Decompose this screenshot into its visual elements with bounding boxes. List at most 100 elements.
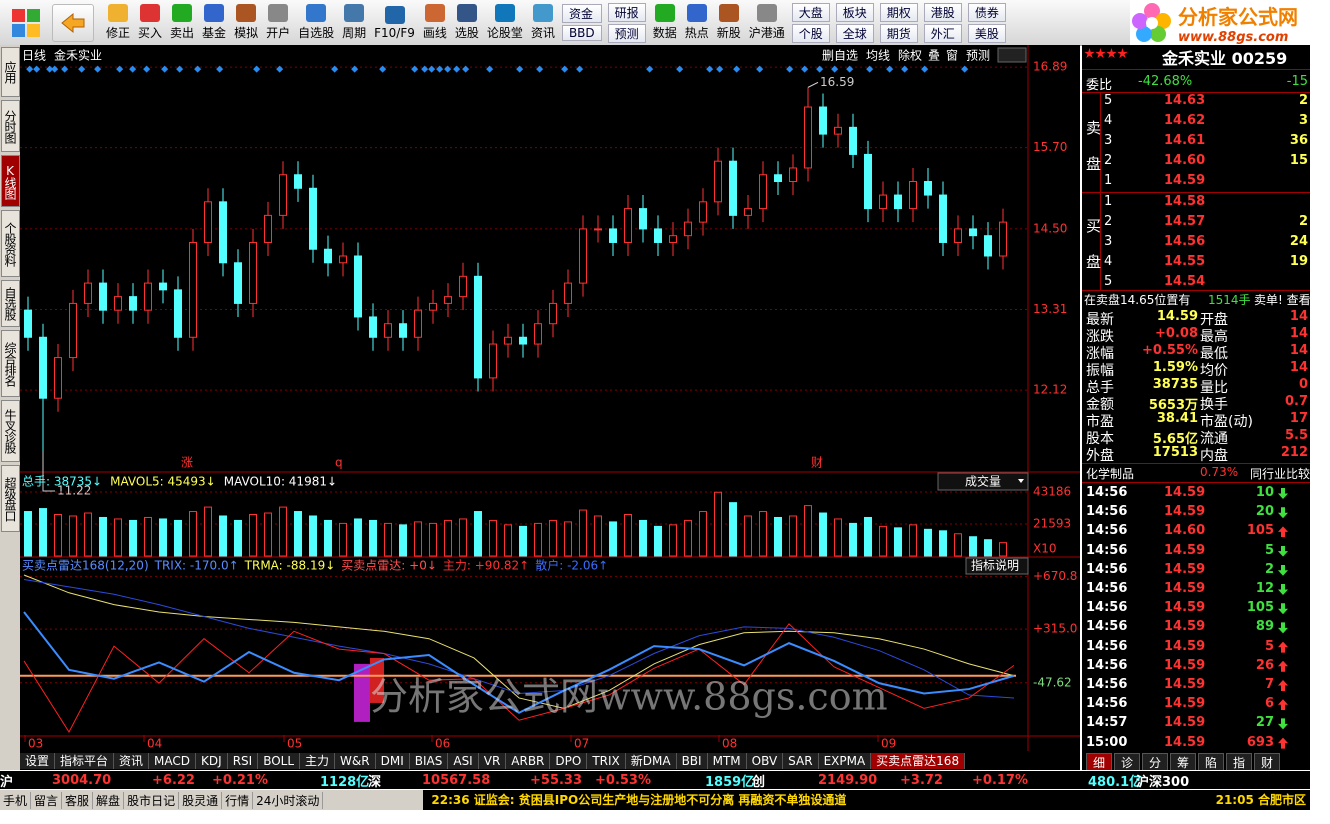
indicator-tab[interactable]: MTM [707, 753, 747, 769]
toolbar-button-bottom[interactable]: 外汇 [923, 23, 962, 43]
indicator-tab[interactable]: ASI [448, 753, 479, 769]
candle-body [399, 323, 407, 338]
indicator-tab[interactable]: 买卖点雷达168 [871, 753, 966, 769]
toolbar-button[interactable]: F10/F9 [370, 1, 419, 45]
side-tab[interactable]: 自选股 [1, 280, 20, 327]
tick-price: 14.59 [1164, 734, 1206, 750]
toolbar-button-top[interactable]: 期权 [879, 2, 918, 22]
stat-label: 涨幅 [1086, 346, 1114, 362]
stat-value: 0 [1298, 377, 1308, 392]
quote-tab[interactable]: 指 [1226, 753, 1252, 770]
indicator-tab[interactable]: BOLL [258, 753, 301, 769]
side-tab[interactable]: 牛叉诊股 [1, 400, 20, 462]
quote-tab[interactable]: 细 [1086, 753, 1112, 770]
app-icon[interactable] [6, 3, 46, 43]
news-link[interactable]: 行情 [222, 791, 254, 809]
indicator-tab[interactable]: W&R [335, 753, 376, 769]
quote-tab[interactable]: 陷 [1198, 753, 1224, 770]
toolbar-button[interactable]: 修正 [102, 1, 134, 45]
toolbar-button-bottom[interactable]: 全球 [835, 23, 874, 43]
tick-time: 14:56 [1086, 638, 1128, 654]
volume-bar [879, 525, 887, 557]
toolbar-button-bottom[interactable]: BBD [561, 25, 602, 41]
alert-action[interactable]: 卖单! 查看 [1254, 293, 1310, 307]
toolbar-button[interactable]: 论股堂 [483, 1, 527, 45]
toolbar-button[interactable]: 新股 [713, 1, 745, 45]
stat-label: 最高 [1200, 329, 1228, 345]
news-link[interactable]: 客服 [62, 791, 94, 809]
toolbar-button-bottom[interactable]: 美股 [967, 23, 1006, 43]
stat-label: 外盘 [1086, 448, 1114, 464]
industry-compare[interactable]: 同行业比较 [1250, 467, 1310, 481]
indicator-tab[interactable]: SAR [783, 753, 819, 769]
indicator-tab[interactable]: OBV [746, 753, 784, 769]
toolbar-button[interactable]: 数据 [649, 1, 681, 45]
side-tab[interactable]: K线图 [1, 155, 20, 207]
volume-bar [54, 514, 62, 557]
toolbar-button[interactable]: 自选股 [294, 1, 338, 45]
indicator-tab[interactable]: ARBR [506, 753, 551, 769]
news-link[interactable]: 留言 [31, 791, 63, 809]
indicator-tab[interactable]: EXPMA [818, 753, 872, 769]
toolbar-button-bottom[interactable]: 期货 [879, 23, 918, 43]
indicator-tab[interactable]: 资讯 [114, 753, 150, 769]
indicator-tab[interactable]: KDJ [196, 753, 228, 769]
toolbar-button[interactable]: 周期 [338, 1, 370, 45]
news-link[interactable]: 24小时滚动 [253, 791, 324, 809]
tick-arrow [1278, 718, 1288, 730]
indicator-tab[interactable]: 新DMA [625, 753, 677, 769]
toolbar-button[interactable]: 资讯 [527, 1, 559, 45]
indicator-tab[interactable]: DMI [375, 753, 410, 769]
toolbar-button-top[interactable]: 资金 [561, 4, 602, 23]
side-tab[interactable]: 超级盘口 [1, 465, 20, 532]
toolbar-button-top[interactable]: 大盘 [791, 2, 830, 22]
toolbar-button[interactable]: 画线 [419, 1, 451, 45]
indicator-tab[interactable]: MACD [149, 753, 197, 769]
toolbar-icon [494, 4, 515, 22]
toolbar-button[interactable]: 开户 [262, 1, 294, 45]
indicator-tab[interactable]: RSI [227, 753, 259, 769]
toolbar-button[interactable]: 卖出 [166, 1, 198, 45]
indicator-tab[interactable]: TRIX [587, 753, 626, 769]
indicator-tab[interactable]: VR [478, 753, 507, 769]
toolbar-button-bottom[interactable]: 预测 [607, 23, 646, 43]
toolbar-button-bottom[interactable]: 个股 [791, 23, 830, 43]
side-tab[interactable]: 综合排名 [1, 330, 20, 397]
indicator-tab[interactable]: 设置 [20, 753, 56, 769]
toolbar-button[interactable]: 选股 [451, 1, 483, 45]
indicator-tab[interactable]: 指标平台 [55, 753, 115, 769]
stat-label: 流通 [1200, 431, 1228, 447]
toolbar-button[interactable]: 模拟 [230, 1, 262, 45]
side-tab[interactable]: 应用 [1, 47, 20, 97]
news-link[interactable]: 解盘 [93, 791, 125, 809]
quote-tab[interactable]: 诊 [1114, 753, 1140, 770]
indicator-tab[interactable]: 主力 [300, 753, 336, 769]
toolbar-button[interactable]: 基金 [198, 1, 230, 45]
toolbar-button[interactable]: 沪港通 [745, 1, 789, 45]
news-link[interactable]: 手机 [0, 791, 32, 809]
signal-diamond [428, 65, 436, 73]
news-headline[interactable]: 22:36 证监会: 贫困县IPO公司生产地与注册地不可分离 再融资不单独设通道 [431, 793, 847, 807]
signal-diamond [576, 65, 584, 73]
quote-tab[interactable]: 分 [1142, 753, 1168, 770]
quote-tab[interactable]: 筹 [1170, 753, 1196, 770]
news-link[interactable]: 股市日记 [124, 791, 180, 809]
side-tab[interactable]: 分时图 [1, 100, 20, 152]
toolbar-button-top[interactable]: 研报 [607, 2, 646, 22]
toolbar-button-top[interactable]: 板块 [835, 2, 874, 22]
side-tab[interactable]: 个股资料 [1, 210, 20, 277]
indicator-tab[interactable]: DPO [550, 753, 588, 769]
indicator-tab[interactable]: BBI [676, 753, 708, 769]
volume-bar [324, 519, 332, 557]
toolbar-button[interactable]: 热点 [681, 1, 713, 45]
news-link[interactable]: 股灵通 [179, 791, 223, 809]
back-button[interactable] [52, 3, 94, 42]
indicator-tab[interactable]: BIAS [409, 753, 449, 769]
book-volume: 19 [1289, 254, 1308, 269]
toolbar-button-top[interactable]: 债券 [967, 2, 1006, 22]
signal-diamond [421, 65, 429, 73]
news-next[interactable]: 21:05 合肥市区 [1215, 793, 1306, 807]
quote-tab[interactable]: 财 [1254, 753, 1280, 770]
toolbar-button[interactable]: 买入 [134, 1, 166, 45]
toolbar-button-top[interactable]: 港股 [923, 2, 962, 22]
